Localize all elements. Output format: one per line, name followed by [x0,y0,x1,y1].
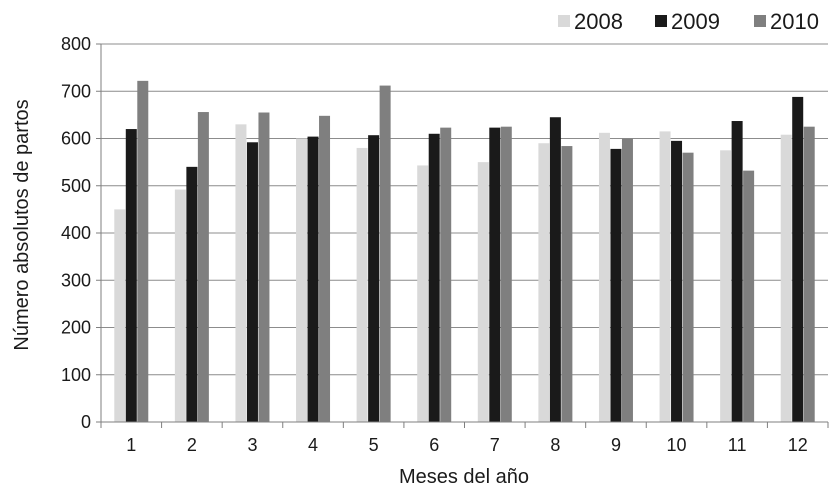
bar-2010-8 [561,146,573,422]
legend-label: 2010 [770,9,819,34]
gridlines [96,43,828,423]
bar-2010-2 [197,112,209,422]
bar-2008-12 [780,134,792,422]
legend-swatch-2010 [754,15,766,27]
bar-2009-12 [792,96,804,423]
bar-2010-6 [440,127,452,422]
x-tick-label: 9 [611,435,621,455]
bar-2008-9 [598,132,610,422]
bar-2008-6 [417,165,429,422]
bar-2008-2 [174,189,186,422]
bar-2008-4 [296,138,308,422]
y-tick-label: 700 [61,81,91,101]
bar-2009-4 [307,136,319,423]
bar-2010-10 [682,152,694,423]
x-tick-label: 4 [308,435,318,455]
bar-2009-1 [125,129,137,423]
bar-2010-12 [803,126,815,422]
legend-swatch-2008 [558,15,570,27]
bar-2008-8 [538,143,550,422]
bar-2008-3 [235,124,247,422]
x-tick-label: 2 [187,435,197,455]
x-tick-label: 10 [667,435,687,455]
x-tick-label: 12 [788,435,808,455]
bar-2009-8 [549,117,561,423]
bars [114,80,815,423]
x-tick-label: 1 [126,435,136,455]
y-tick-label: 100 [61,365,91,385]
bar-2010-1 [137,80,149,422]
bar-2008-7 [477,162,489,422]
bar-2010-3 [258,112,270,422]
y-tick-labels: 0 100 200 300 400 500 600 700 800 [61,34,91,432]
y-tick-label: 600 [61,129,91,149]
legend-label: 2009 [671,9,720,34]
x-tick-label: 7 [490,435,500,455]
y-tick-label: 200 [61,318,91,338]
bar-2009-6 [428,133,440,422]
x-tick-label: 3 [247,435,257,455]
legend-label: 2008 [574,9,623,34]
bar-2009-11 [731,121,743,422]
bar-2009-2 [186,166,198,422]
bar-2009-7 [489,127,501,422]
bar-2009-5 [368,135,380,422]
bar-2010-11 [743,170,755,422]
bar-2008-1 [114,209,126,422]
bar-2008-5 [356,147,368,422]
legend-swatch-2009 [655,15,667,27]
bar-2009-3 [246,142,258,422]
legend: 2008 2009 2010 [558,9,819,34]
bar-2010-4 [319,115,331,422]
bar-2009-9 [610,148,622,422]
y-tick-label: 0 [81,412,91,432]
bar-2009-10 [671,140,683,423]
y-tick-label: 800 [61,34,91,54]
x-tick-label: 5 [369,435,379,455]
bar-2010-5 [379,85,391,422]
x-tick-label: 8 [550,435,560,455]
bar-2010-7 [500,126,512,422]
bar-2008-11 [720,150,732,422]
bar-2008-10 [659,131,671,422]
x-tick-label: 11 [728,435,747,455]
x-tick-labels: 1 2 3 4 5 6 7 8 9 10 11 12 [100,422,829,455]
x-tick-label: 6 [429,435,439,455]
y-tick-label: 500 [61,176,91,196]
y-tick-label: 400 [61,223,91,243]
y-tick-label: 300 [61,270,91,290]
x-axis-title: Meses del año [399,466,529,488]
y-axis-title: Número absolutos de partos [11,99,33,350]
bar-2010-9 [621,138,633,422]
